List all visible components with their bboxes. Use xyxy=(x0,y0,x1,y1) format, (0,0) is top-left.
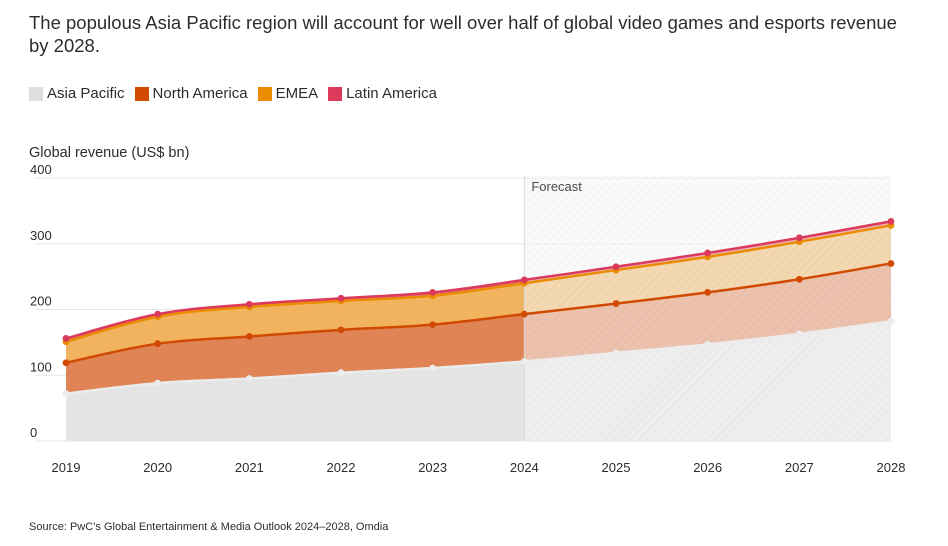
point-north-america-2022 xyxy=(337,326,345,334)
legend-label-emea: EMEA xyxy=(275,85,319,102)
point-latin-america-2019 xyxy=(62,335,70,342)
forecast-label: Forecast xyxy=(531,179,582,194)
point-latin-america-2027 xyxy=(795,234,803,242)
x-tick-label-2024: 2024 xyxy=(510,460,539,475)
legend-label-latin-america: Latin America xyxy=(346,85,437,102)
x-tick-label-2021: 2021 xyxy=(235,460,264,475)
y-tick-label-100: 100 xyxy=(30,359,52,374)
y-tick-label-0: 0 xyxy=(30,425,37,440)
point-asia-pacific-2022 xyxy=(337,369,345,377)
point-asia-pacific-2025 xyxy=(612,349,620,357)
point-latin-america-2026 xyxy=(704,249,712,257)
series-lines xyxy=(65,220,892,395)
series-points xyxy=(62,217,895,398)
point-asia-pacific-2024 xyxy=(520,358,528,365)
line-north-america xyxy=(65,262,892,364)
axis-ticks: 0 100 200 300 400 2019 2020 2021 2022 2023 2024 202… xyxy=(30,162,905,475)
legend-item-latin-america: Latin America xyxy=(328,85,437,102)
line-latin-america xyxy=(65,220,892,340)
y-tick-label-300: 300 xyxy=(30,228,52,243)
legend-item-asia-pacific: Asia Pacific xyxy=(29,85,125,102)
legend-swatch-asia-pacific xyxy=(29,86,43,101)
legend-label-north-america: North America xyxy=(152,85,248,102)
x-tick-label-2027: 2027 xyxy=(785,460,814,475)
point-north-america-2019 xyxy=(62,359,70,367)
area-emea xyxy=(66,225,891,363)
legend-label-asia-pacific: Asia Pacific xyxy=(47,85,125,102)
point-asia-pacific-2023 xyxy=(429,364,437,372)
point-latin-america-2025 xyxy=(612,263,620,271)
point-latin-america-2020 xyxy=(154,310,162,318)
point-north-america-2021 xyxy=(245,333,253,340)
point-latin-america-2023 xyxy=(429,289,437,296)
legend-swatch-north-america xyxy=(134,86,149,101)
point-latin-america-2022 xyxy=(337,294,345,302)
legend-item-north-america: North America xyxy=(134,85,248,102)
point-asia-pacific-2026 xyxy=(704,340,712,348)
point-north-america-2024 xyxy=(520,310,528,318)
x-tick-label-2022: 2022 xyxy=(327,460,356,475)
x-tick-label-2025: 2025 xyxy=(602,460,631,475)
forecast-region: Forecast xyxy=(523,176,891,441)
point-asia-pacific-2019 xyxy=(62,390,70,398)
legend: Asia Pacific North America EMEA Latin Am… xyxy=(29,85,447,102)
point-latin-america-2024 xyxy=(520,276,528,284)
legend-swatch-latin-america xyxy=(328,86,343,101)
forecast-hatch xyxy=(524,176,891,441)
point-north-america-2027 xyxy=(795,275,803,283)
x-tick-label-2026: 2026 xyxy=(693,460,722,475)
point-north-america-2020 xyxy=(154,340,162,348)
point-asia-pacific-2027 xyxy=(795,330,803,338)
point-asia-pacific-2028 xyxy=(887,317,895,325)
point-asia-pacific-2021 xyxy=(245,375,253,382)
y-axis-label: Global revenue (US$ bn) xyxy=(29,145,190,161)
point-north-america-2025 xyxy=(612,300,620,307)
x-tick-label-2023: 2023 xyxy=(418,460,447,475)
point-latin-america-2028 xyxy=(887,217,895,225)
source-note: Source: PwC’s Global Entertainment & Med… xyxy=(29,521,389,533)
line-emea xyxy=(65,224,892,343)
x-tick-label-2028: 2028 xyxy=(877,460,906,475)
y-tick-label-400: 400 xyxy=(30,162,52,177)
chart-title: The populous Asia Pacific region will ac… xyxy=(29,12,897,56)
point-latin-america-2021 xyxy=(245,300,253,308)
y-tick-label-200: 200 xyxy=(30,294,52,309)
legend-item-emea: EMEA xyxy=(257,85,319,102)
line-asia-pacific xyxy=(65,320,892,395)
point-north-america-2023 xyxy=(429,321,437,329)
x-tick-label-2020: 2020 xyxy=(143,460,172,475)
point-north-america-2026 xyxy=(704,289,712,296)
point-north-america-2028 xyxy=(887,260,895,267)
point-asia-pacific-2020 xyxy=(154,379,162,387)
x-tick-label-2019: 2019 xyxy=(52,460,81,475)
legend-swatch-emea xyxy=(257,86,272,101)
